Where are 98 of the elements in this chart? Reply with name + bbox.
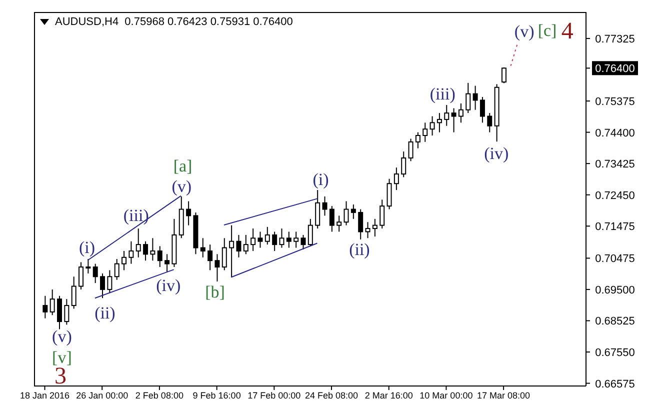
candlestick bbox=[386, 178, 392, 210]
candlestick bbox=[71, 276, 76, 310]
candlestick bbox=[308, 218, 313, 247]
y-tick-label: 0.70475 bbox=[595, 253, 635, 266]
annotation: (ii) bbox=[349, 240, 370, 259]
candlestick bbox=[128, 240, 134, 264]
annotation: (ii) bbox=[94, 303, 116, 322]
x-tick-label: 10 Mar 00:00 bbox=[420, 390, 473, 400]
candlestick bbox=[430, 116, 435, 136]
x-tick-label: 26 Jan 00:00 bbox=[76, 390, 128, 400]
candlestick bbox=[157, 246, 162, 268]
candlestick bbox=[57, 295, 62, 330]
candlestick bbox=[143, 240, 148, 262]
candlestick bbox=[229, 224, 234, 278]
y-tick-label: 0.69500 bbox=[595, 284, 635, 296]
candlestick bbox=[186, 200, 192, 226]
y-tick-label: 0.76400 bbox=[595, 63, 635, 76]
candlestick bbox=[501, 66, 506, 84]
chart-title: AUDUSD,H4 0.75968 0.76423 0.75931 0.76400 bbox=[55, 16, 293, 28]
candlestick bbox=[64, 298, 70, 326]
candlestick bbox=[401, 151, 406, 178]
annotation: (i) bbox=[312, 170, 329, 189]
annotation: (iii) bbox=[430, 84, 456, 104]
annotation: (iv) bbox=[156, 276, 181, 295]
annotation: (i) bbox=[79, 238, 96, 257]
candlestick bbox=[150, 238, 156, 262]
candlestick bbox=[42, 295, 48, 319]
annotation: (v) bbox=[172, 177, 192, 196]
candlestick bbox=[50, 288, 55, 316]
candlestick bbox=[258, 231, 263, 248]
annotation: (v) bbox=[52, 326, 72, 346]
y-tick-label: 0.68525 bbox=[595, 316, 635, 328]
candlestick bbox=[458, 102, 464, 124]
y-tick-label: 0.75375 bbox=[595, 96, 635, 108]
candlestick bbox=[487, 112, 492, 133]
candlestick bbox=[415, 132, 420, 149]
candlestick bbox=[222, 238, 227, 271]
candlestick bbox=[408, 138, 414, 162]
candlestick bbox=[365, 222, 370, 239]
y-tick-label: 0.72450 bbox=[595, 190, 635, 202]
annotation: (iii) bbox=[123, 206, 149, 225]
candlestick bbox=[466, 82, 471, 114]
candlestick bbox=[92, 263, 98, 284]
candlestick bbox=[300, 234, 306, 250]
candlestick bbox=[329, 206, 334, 232]
candlestick bbox=[236, 234, 242, 258]
annotation: [b] bbox=[205, 282, 225, 302]
candlestick bbox=[164, 254, 170, 272]
y-tick-label: 0.66575 bbox=[595, 378, 635, 390]
candlestick bbox=[78, 262, 84, 290]
y-tick-label: 0.74400 bbox=[595, 127, 635, 140]
candlestick bbox=[272, 231, 278, 252]
candlestick bbox=[451, 108, 456, 133]
candlestick bbox=[315, 190, 320, 230]
candlestick bbox=[422, 122, 428, 142]
candlestick bbox=[372, 218, 378, 238]
candlestick bbox=[294, 231, 299, 248]
x-tick-label: 17 Feb 00:00 bbox=[248, 390, 301, 400]
candlestick bbox=[350, 204, 356, 220]
x-tick-label: 24 Feb 08:00 bbox=[304, 390, 358, 400]
candlestick bbox=[394, 167, 399, 191]
annotation: (v) bbox=[514, 22, 534, 41]
candlestick bbox=[114, 258, 120, 280]
candlestick bbox=[250, 228, 256, 252]
y-tick-label: 0.71475 bbox=[595, 221, 635, 234]
candlestick bbox=[200, 238, 206, 258]
candlestick bbox=[480, 96, 485, 124]
x-tick-label: 17 Mar 08:00 bbox=[477, 390, 530, 400]
candlestick bbox=[286, 231, 292, 248]
candlestick bbox=[214, 254, 220, 282]
candlestick bbox=[344, 200, 349, 226]
candlestick bbox=[279, 228, 284, 248]
candlestick bbox=[122, 250, 127, 271]
candlestick bbox=[208, 244, 213, 271]
candlestick bbox=[264, 226, 270, 246]
candlestick bbox=[322, 196, 328, 216]
x-tick-label: 2 Feb 08:00 bbox=[135, 390, 184, 400]
y-tick-label: 0.67550 bbox=[595, 347, 635, 359]
annotation: 4 bbox=[561, 18, 574, 44]
x-tick-label: 9 Feb 16:00 bbox=[192, 390, 241, 400]
candlestick bbox=[436, 112, 442, 133]
candlestick bbox=[444, 104, 450, 126]
annotation: [c] bbox=[538, 20, 557, 40]
x-tick-label: 18 Jan 2016 bbox=[20, 390, 70, 400]
candlestick bbox=[358, 208, 364, 240]
x-tick-label: 2 Mar 16:00 bbox=[364, 390, 413, 400]
candlestick bbox=[380, 199, 385, 230]
candlestick bbox=[243, 234, 248, 255]
candlestick bbox=[100, 272, 106, 299]
y-tick-label: 0.77325 bbox=[595, 33, 635, 46]
candlestick bbox=[472, 85, 478, 110]
candlestick bbox=[336, 215, 342, 232]
candlestick bbox=[136, 228, 141, 258]
candlestick bbox=[107, 270, 112, 294]
y-tick-label: 0.73425 bbox=[595, 158, 635, 171]
candlestick bbox=[86, 258, 91, 274]
annotation: (iv) bbox=[484, 144, 509, 164]
annotation: [a] bbox=[173, 156, 192, 176]
